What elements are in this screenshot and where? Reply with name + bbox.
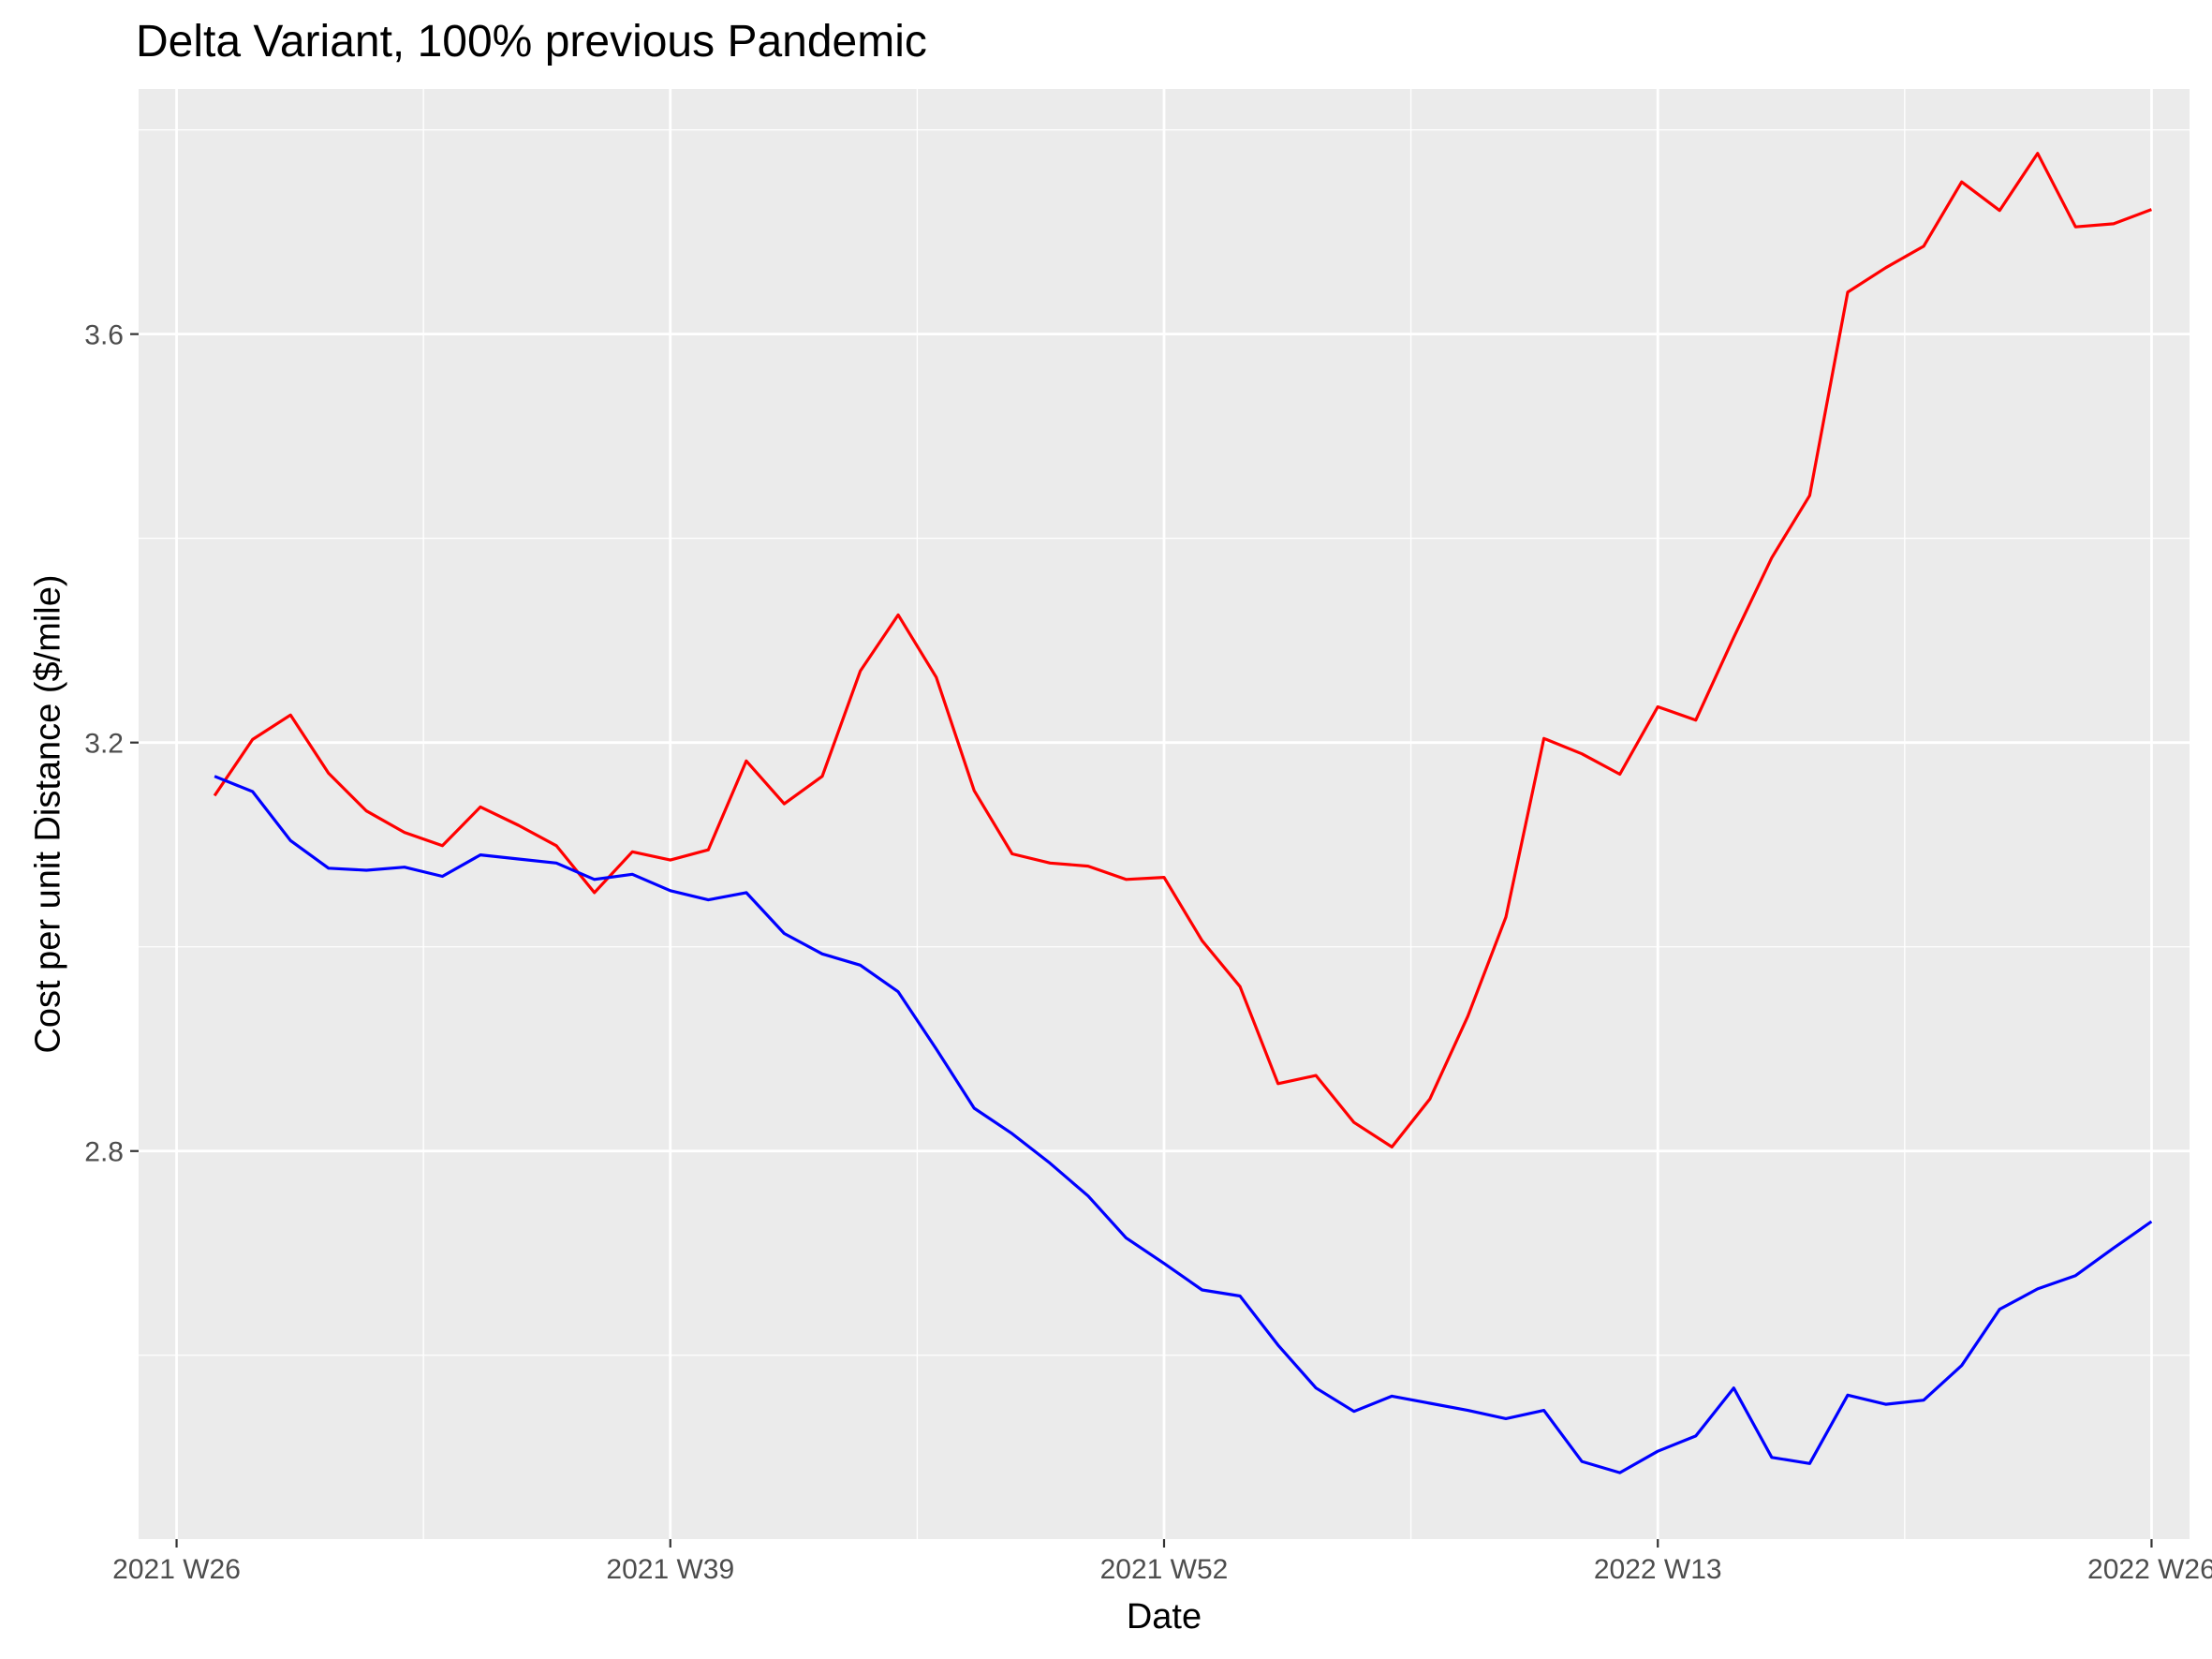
series-lines (213, 152, 2153, 1474)
x-axis: 2021 W26 2021 W39 2021 W52 2022 W13 2022 W26 (112, 1539, 2212, 1585)
series-line-1 (213, 152, 2152, 1149)
y-tick-label: 3.6 (84, 320, 124, 351)
x-axis-title: Date (1127, 1597, 1202, 1637)
y-axis: 2.8 3.2 3.6 (84, 320, 139, 1168)
x-tick-label: 2022 W13 (1594, 1554, 1722, 1585)
x-tick-label: 2021 W52 (1100, 1554, 1229, 1585)
series-line-2 (214, 775, 2153, 1474)
y-axis-title: Cost per unit Distance ($/mile) (28, 574, 67, 1053)
y-tick-label: 2.8 (84, 1137, 124, 1168)
x-tick-label: 2021 W26 (112, 1554, 241, 1585)
y-tick-label: 3.2 (84, 729, 124, 760)
major-gridlines (139, 89, 2190, 1539)
chart-title: Delta Variant, 100% previous Pandemic (136, 17, 927, 67)
x-tick-label: 2021 W39 (606, 1554, 734, 1585)
x-tick-label: 2022 W26 (2087, 1554, 2212, 1585)
